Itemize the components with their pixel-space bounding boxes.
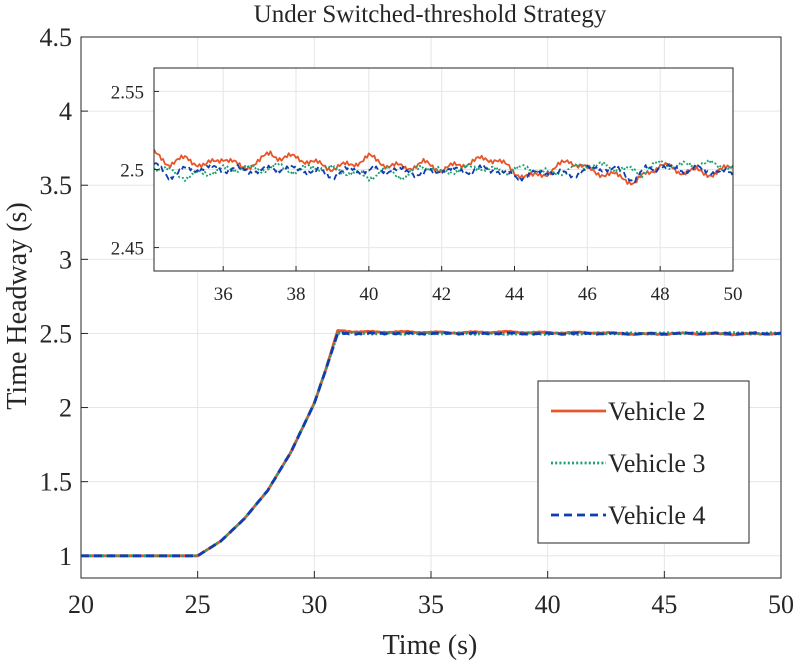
main-y-tick-label: 2 <box>59 394 72 423</box>
inset-series-line <box>153 162 734 185</box>
main-y-tick-label: 2.5 <box>40 319 73 348</box>
legend: Vehicle 2 Vehicle 3 Vehicle 4 <box>537 380 750 544</box>
legend-label: Vehicle 2 <box>608 397 705 426</box>
main-y-tick-label: 4.5 <box>40 23 73 52</box>
inset-x-tick-label: 46 <box>578 284 597 305</box>
inset-x-tick-label: 36 <box>214 284 233 305</box>
main-y-tick-label: 3.5 <box>40 171 73 200</box>
main-x-tick-label: 45 <box>651 590 677 619</box>
legend-label: Vehicle 4 <box>608 501 705 530</box>
inset-x-tick-label: 38 <box>287 284 306 305</box>
main-x-tick-label: 30 <box>301 590 327 619</box>
inset-plot: 36 38 40 42 44 46 48 50 2.45 2.5 2.55 <box>111 67 743 305</box>
main-y-tick-label: 4 <box>59 97 72 126</box>
main-x-tick-label: 20 <box>68 590 94 619</box>
main-x-tick-label: 50 <box>768 590 794 619</box>
inset-y-tick-label: 2.55 <box>111 82 144 103</box>
inset-x-tick-label: 44 <box>505 284 525 305</box>
inset-y-tick-label: 2.45 <box>111 239 144 260</box>
inset-x-tick-label: 50 <box>724 284 743 305</box>
main-y-tick-label: 1 <box>59 542 72 571</box>
x-axis-label: Time (s) <box>383 630 478 661</box>
main-x-tick-label: 40 <box>535 590 561 619</box>
main-y-tick-label: 3 <box>59 245 72 274</box>
inset-x-tick-label: 40 <box>359 284 378 305</box>
chart-title: Under Switched-threshold Strategy <box>254 1 607 28</box>
y-axis-label: Time Headway (s) <box>2 202 33 409</box>
main-y-tick-label: 1.5 <box>40 468 73 497</box>
legend-label: Vehicle 3 <box>608 449 705 478</box>
main-x-tick-label: 35 <box>418 590 444 619</box>
inset-y-tick-label: 2.5 <box>120 161 144 182</box>
inset-x-tick-label: 48 <box>651 284 670 305</box>
inset-x-tick-label: 42 <box>432 284 451 305</box>
main-series-line <box>81 331 782 558</box>
main-x-tick-label: 25 <box>185 590 211 619</box>
